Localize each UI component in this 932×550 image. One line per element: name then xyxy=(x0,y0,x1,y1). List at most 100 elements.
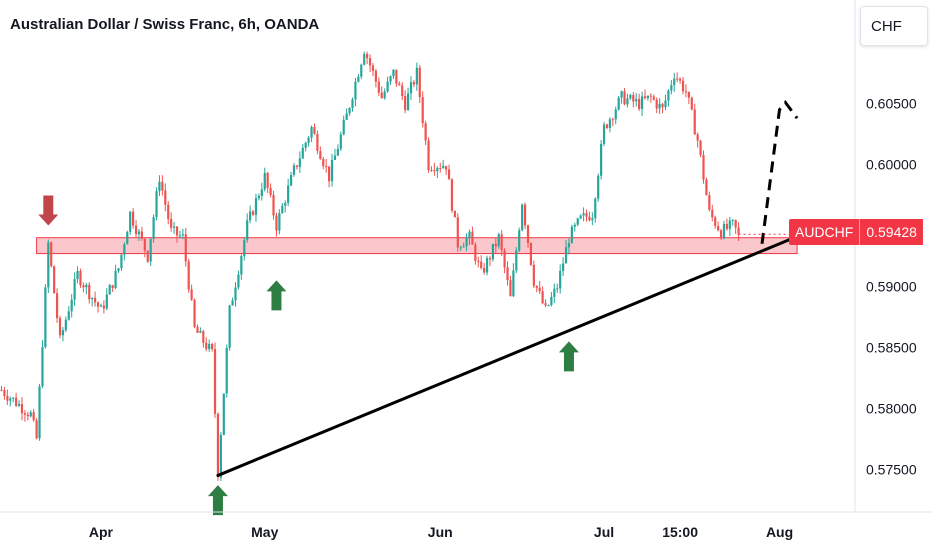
candle xyxy=(474,242,477,265)
candle xyxy=(20,397,24,421)
candle xyxy=(190,284,193,301)
candle-body xyxy=(526,225,530,243)
candle xyxy=(529,242,533,267)
candle xyxy=(193,298,196,329)
candle-body xyxy=(608,119,611,128)
candle-body xyxy=(32,412,35,421)
candle xyxy=(249,205,252,224)
candle xyxy=(711,204,714,222)
candle-body xyxy=(29,412,32,417)
candle-body xyxy=(330,159,334,182)
candle xyxy=(330,153,334,187)
candle xyxy=(170,212,173,232)
candle-body xyxy=(550,296,553,305)
candle-body xyxy=(222,393,225,435)
candle-body xyxy=(278,213,281,231)
candle-body xyxy=(658,103,661,109)
candle xyxy=(585,209,588,222)
candle xyxy=(632,91,635,108)
candle xyxy=(576,217,579,227)
candle-body xyxy=(134,225,138,235)
candle-body xyxy=(471,231,474,245)
candle xyxy=(310,125,313,142)
candle xyxy=(146,250,149,263)
candle-body xyxy=(544,303,547,306)
currency-button[interactable]: CHF xyxy=(860,6,928,46)
candle-body xyxy=(304,142,307,148)
projection-path[interactable] xyxy=(760,99,799,244)
candle xyxy=(199,327,202,334)
candle xyxy=(459,245,462,251)
candle xyxy=(85,282,88,295)
candle-body xyxy=(313,127,316,134)
candle xyxy=(521,203,524,232)
candle xyxy=(556,283,559,293)
candle xyxy=(681,77,685,95)
candle-body xyxy=(368,58,372,66)
candle-body xyxy=(322,159,325,167)
candle xyxy=(15,392,18,407)
candle-body xyxy=(15,397,18,406)
candle xyxy=(143,238,146,258)
candle xyxy=(538,280,541,295)
candle-body xyxy=(351,99,354,109)
candle xyxy=(123,242,126,261)
candle xyxy=(237,270,240,290)
candle-body xyxy=(594,198,597,219)
candle-body xyxy=(70,299,73,312)
candle-body xyxy=(284,202,287,206)
candle xyxy=(395,69,398,87)
candle xyxy=(506,261,509,286)
candle-body xyxy=(398,83,401,86)
candle-body xyxy=(383,91,386,99)
candle xyxy=(605,123,609,130)
candle xyxy=(79,268,82,288)
candle xyxy=(503,248,506,274)
candle-body xyxy=(488,258,492,260)
candle-body xyxy=(91,297,94,300)
candle xyxy=(652,94,655,101)
candle-body xyxy=(328,166,331,182)
candle xyxy=(254,193,258,222)
support-trendline[interactable] xyxy=(216,234,799,477)
candle xyxy=(567,238,571,255)
candle-body xyxy=(722,223,726,238)
candle-body xyxy=(562,263,565,271)
candle-body xyxy=(532,264,535,286)
candle xyxy=(553,283,556,304)
candle-body xyxy=(0,390,3,392)
price-axis-label: 0.58500 xyxy=(866,339,917,355)
candle-body xyxy=(661,103,664,108)
candle-body xyxy=(88,284,91,300)
candle-body xyxy=(243,239,246,257)
candle-body xyxy=(263,172,266,190)
candle-body xyxy=(117,268,120,271)
candle-body xyxy=(521,204,524,231)
candle-body xyxy=(339,134,342,149)
candle xyxy=(6,389,9,405)
candle-body xyxy=(73,279,76,300)
candle xyxy=(76,266,79,284)
candle-body xyxy=(588,216,591,221)
candle xyxy=(234,282,237,307)
candle xyxy=(667,89,670,107)
candle-body xyxy=(205,342,208,349)
candle-body xyxy=(640,96,644,110)
candle xyxy=(120,254,123,271)
resistance-zone[interactable] xyxy=(36,237,798,255)
candle xyxy=(620,90,623,104)
candle xyxy=(55,288,59,323)
candle xyxy=(436,166,439,179)
candle-body xyxy=(538,287,541,292)
candle xyxy=(465,233,468,252)
candle-body xyxy=(143,238,146,251)
candle xyxy=(696,132,699,148)
candle xyxy=(673,72,676,92)
candle-body xyxy=(44,287,47,347)
candle-body xyxy=(377,81,380,93)
candle xyxy=(44,283,47,349)
candle-body xyxy=(345,113,348,120)
candle-body xyxy=(468,231,471,239)
candle-body xyxy=(79,270,82,286)
